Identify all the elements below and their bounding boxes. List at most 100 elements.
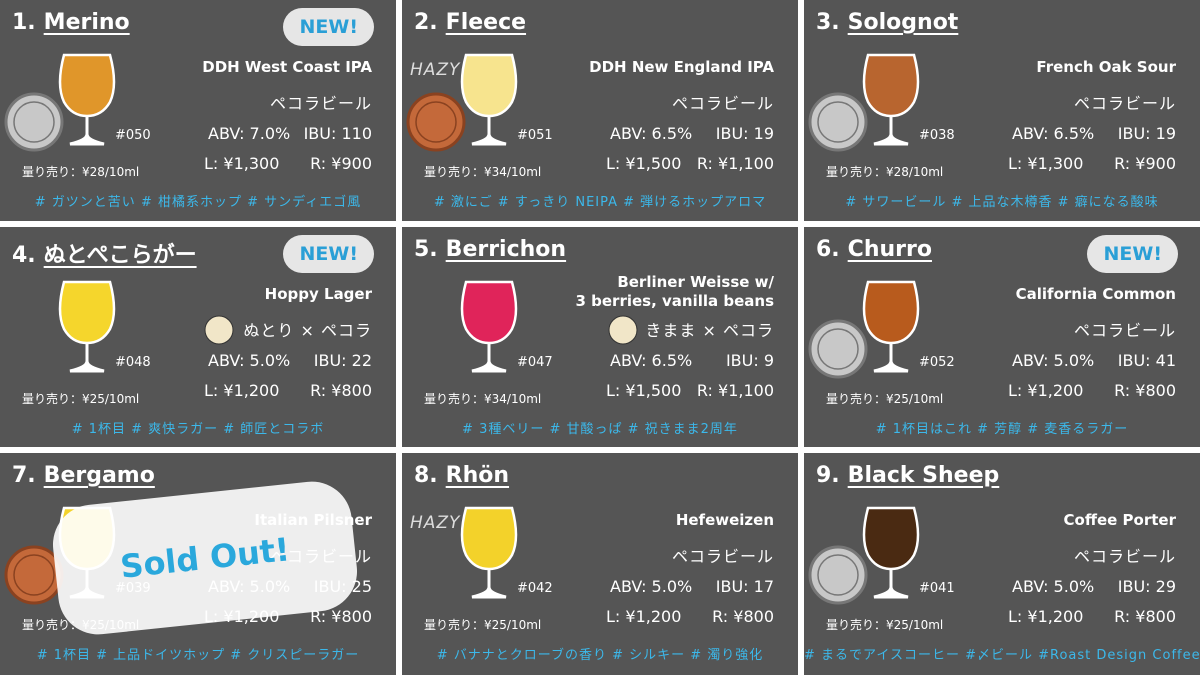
price-regular: R: ¥800 xyxy=(310,381,372,400)
brewery: ペコラビール xyxy=(1073,321,1176,340)
beer-style: Hefeweizen xyxy=(675,511,774,529)
beer-title: 8. Rhön xyxy=(414,463,509,488)
beer-name: ぬとぺこらがー xyxy=(43,243,197,268)
beer-card: 3. Solognot #038 French Oak Sour ペコラビール ABV: … xyxy=(804,0,1200,221)
abv: ABV: 5.0% xyxy=(1012,351,1095,370)
beer-title: 2. Fleece xyxy=(414,10,526,35)
hashtags: # サワービール # 上品な木樽香 # 癖になる酸味 xyxy=(845,195,1159,210)
hashtags: # 1杯目 # 上品ドイツホップ # クリスピーラガー xyxy=(36,648,360,663)
medal-icon xyxy=(406,92,466,152)
medal-icon xyxy=(4,92,64,152)
medal-icon xyxy=(808,319,868,379)
beer-card: 7.Bergamo#039Italian PilsnerペコラビールABV: 5… xyxy=(0,453,396,675)
collab-face xyxy=(204,315,234,345)
beer-style: French Oak Sour xyxy=(1036,58,1176,76)
beer-title: 1. Merino xyxy=(12,10,130,35)
pour-price: 量り売り：¥34/10ml xyxy=(424,165,542,179)
price-large: L: ¥1,200 xyxy=(1008,607,1084,626)
abv: ABV: 7.0% xyxy=(208,124,291,143)
glass-beer xyxy=(862,53,920,118)
beer-number: 5. xyxy=(414,237,438,262)
pour-price: 量り売り：¥34/10ml xyxy=(424,392,542,406)
brewery: ペコラビール xyxy=(1073,547,1176,566)
beer-code: #042 xyxy=(517,581,553,596)
beer-glass xyxy=(862,280,920,373)
ibu: IBU: 17 xyxy=(715,577,774,596)
hazy-label: HAZY xyxy=(410,60,461,80)
brewery: ペコラビール xyxy=(1073,94,1176,113)
price-regular: R: ¥900 xyxy=(310,154,372,173)
glass-beer xyxy=(58,280,116,345)
ibu: IBU: 22 xyxy=(313,351,372,370)
beer-code: #050 xyxy=(115,128,151,143)
beer-card: 8. Rhön HAZY #042 Hefeweizen ペコラビール ABV: 5.0% I… xyxy=(402,453,798,675)
abv: ABV: 5.0% xyxy=(1012,577,1095,596)
new-badge: NEW! xyxy=(283,235,374,273)
beer-style: Coffee Porter xyxy=(1063,511,1176,529)
glass-beer xyxy=(58,53,116,118)
beer-glass xyxy=(58,53,116,146)
beer-card: 1. Merino NEW! #050 DDH West Coast IPA ペコラビール… xyxy=(0,0,396,221)
glass-beer xyxy=(862,280,920,345)
hashtags: # まるでアイスコーヒー #〆ビール #Roast Design Coffee xyxy=(804,648,1200,663)
price-large: L: ¥1,200 xyxy=(1008,381,1084,400)
price-large: L: ¥1,300 xyxy=(1008,154,1084,173)
beer-card: 5. Berrichon #047 Berliner Weisse w/ 3 berr… xyxy=(402,227,798,447)
glass-stem xyxy=(69,343,105,373)
beer-title: 9. Black Sheep xyxy=(816,463,999,488)
medal-icon xyxy=(808,545,868,605)
pour-price: 量り売り：¥28/10ml xyxy=(22,165,140,179)
beer-card: 9. Black Sheep #041 Coffee Porter ペコラビール ABV:… xyxy=(804,453,1200,675)
new-badge: NEW! xyxy=(1087,235,1178,273)
beer-name: Churro xyxy=(847,237,932,262)
beer-code: #048 xyxy=(115,355,151,370)
glass-stem xyxy=(471,116,507,146)
beer-glass xyxy=(460,53,518,146)
glass-beer xyxy=(460,280,518,345)
medal-ring xyxy=(817,101,859,143)
hashtags: # バナナとクローブの香り # シルキー # 濁り強化 xyxy=(436,648,764,663)
beer-name: Fleece xyxy=(445,10,527,35)
beer-code: #047 xyxy=(517,355,553,370)
beer-code: #052 xyxy=(919,355,955,370)
beer-name: Merino xyxy=(43,10,130,35)
glass-stem xyxy=(69,116,105,146)
beer-title: 7. Bergamo xyxy=(12,463,155,488)
brewery: きまま × ペコラ xyxy=(645,321,774,340)
abv: ABV: 6.5% xyxy=(610,351,693,370)
hazy-label: HAZY xyxy=(410,513,461,533)
beer-card: 2. Fleece HAZY #051 DDH New England IPA ペコラビー… xyxy=(402,0,798,221)
pour-price: 量り売り：¥28/10ml xyxy=(826,165,944,179)
beer-style: Hoppy Lager xyxy=(264,285,372,303)
medal-ring xyxy=(13,101,55,143)
price-regular: R: ¥800 xyxy=(1114,607,1176,626)
price-regular: R: ¥800 xyxy=(712,607,774,626)
beer-title: 6. Churro xyxy=(816,237,932,262)
glass-stem xyxy=(873,343,909,373)
medal-ring xyxy=(13,554,55,596)
glass-stem xyxy=(471,569,507,599)
beer-name: Solognot xyxy=(847,10,959,35)
brewery: ぬとり × ペコラ xyxy=(243,321,372,340)
beer-glass xyxy=(58,280,116,373)
hashtags: # 1杯目 # 爽快ラガー # 師匠とコラボ xyxy=(71,422,325,437)
medal-ring xyxy=(817,554,859,596)
price-regular: R: ¥800 xyxy=(310,607,372,626)
price-large: L: ¥1,200 xyxy=(204,381,280,400)
hashtags: # 3種ベリー # 甘酸っぱ # 祝きまま2周年 xyxy=(462,422,738,437)
pour-price: 量り売り：¥25/10ml xyxy=(826,618,944,632)
price-regular: R: ¥1,100 xyxy=(696,154,774,173)
beer-number: 6. xyxy=(816,237,840,262)
beer-name: Black Sheep xyxy=(847,463,1000,488)
beer-name: Rhön xyxy=(445,463,510,488)
hashtags: # ガツンと苦い # 柑橘系ホップ # サンディエゴ風 xyxy=(34,195,362,210)
brewery: ペコラビール xyxy=(671,94,774,113)
collab-face xyxy=(608,315,638,345)
beer-style: California Common xyxy=(1015,285,1176,303)
beer-style: DDH West Coast IPA xyxy=(202,58,372,76)
medal-ring xyxy=(415,101,457,143)
collab-icon xyxy=(204,315,234,345)
beer-number: 2. xyxy=(414,10,438,35)
beer-number: 1. xyxy=(12,10,36,35)
brewery: ペコラビール xyxy=(671,547,774,566)
